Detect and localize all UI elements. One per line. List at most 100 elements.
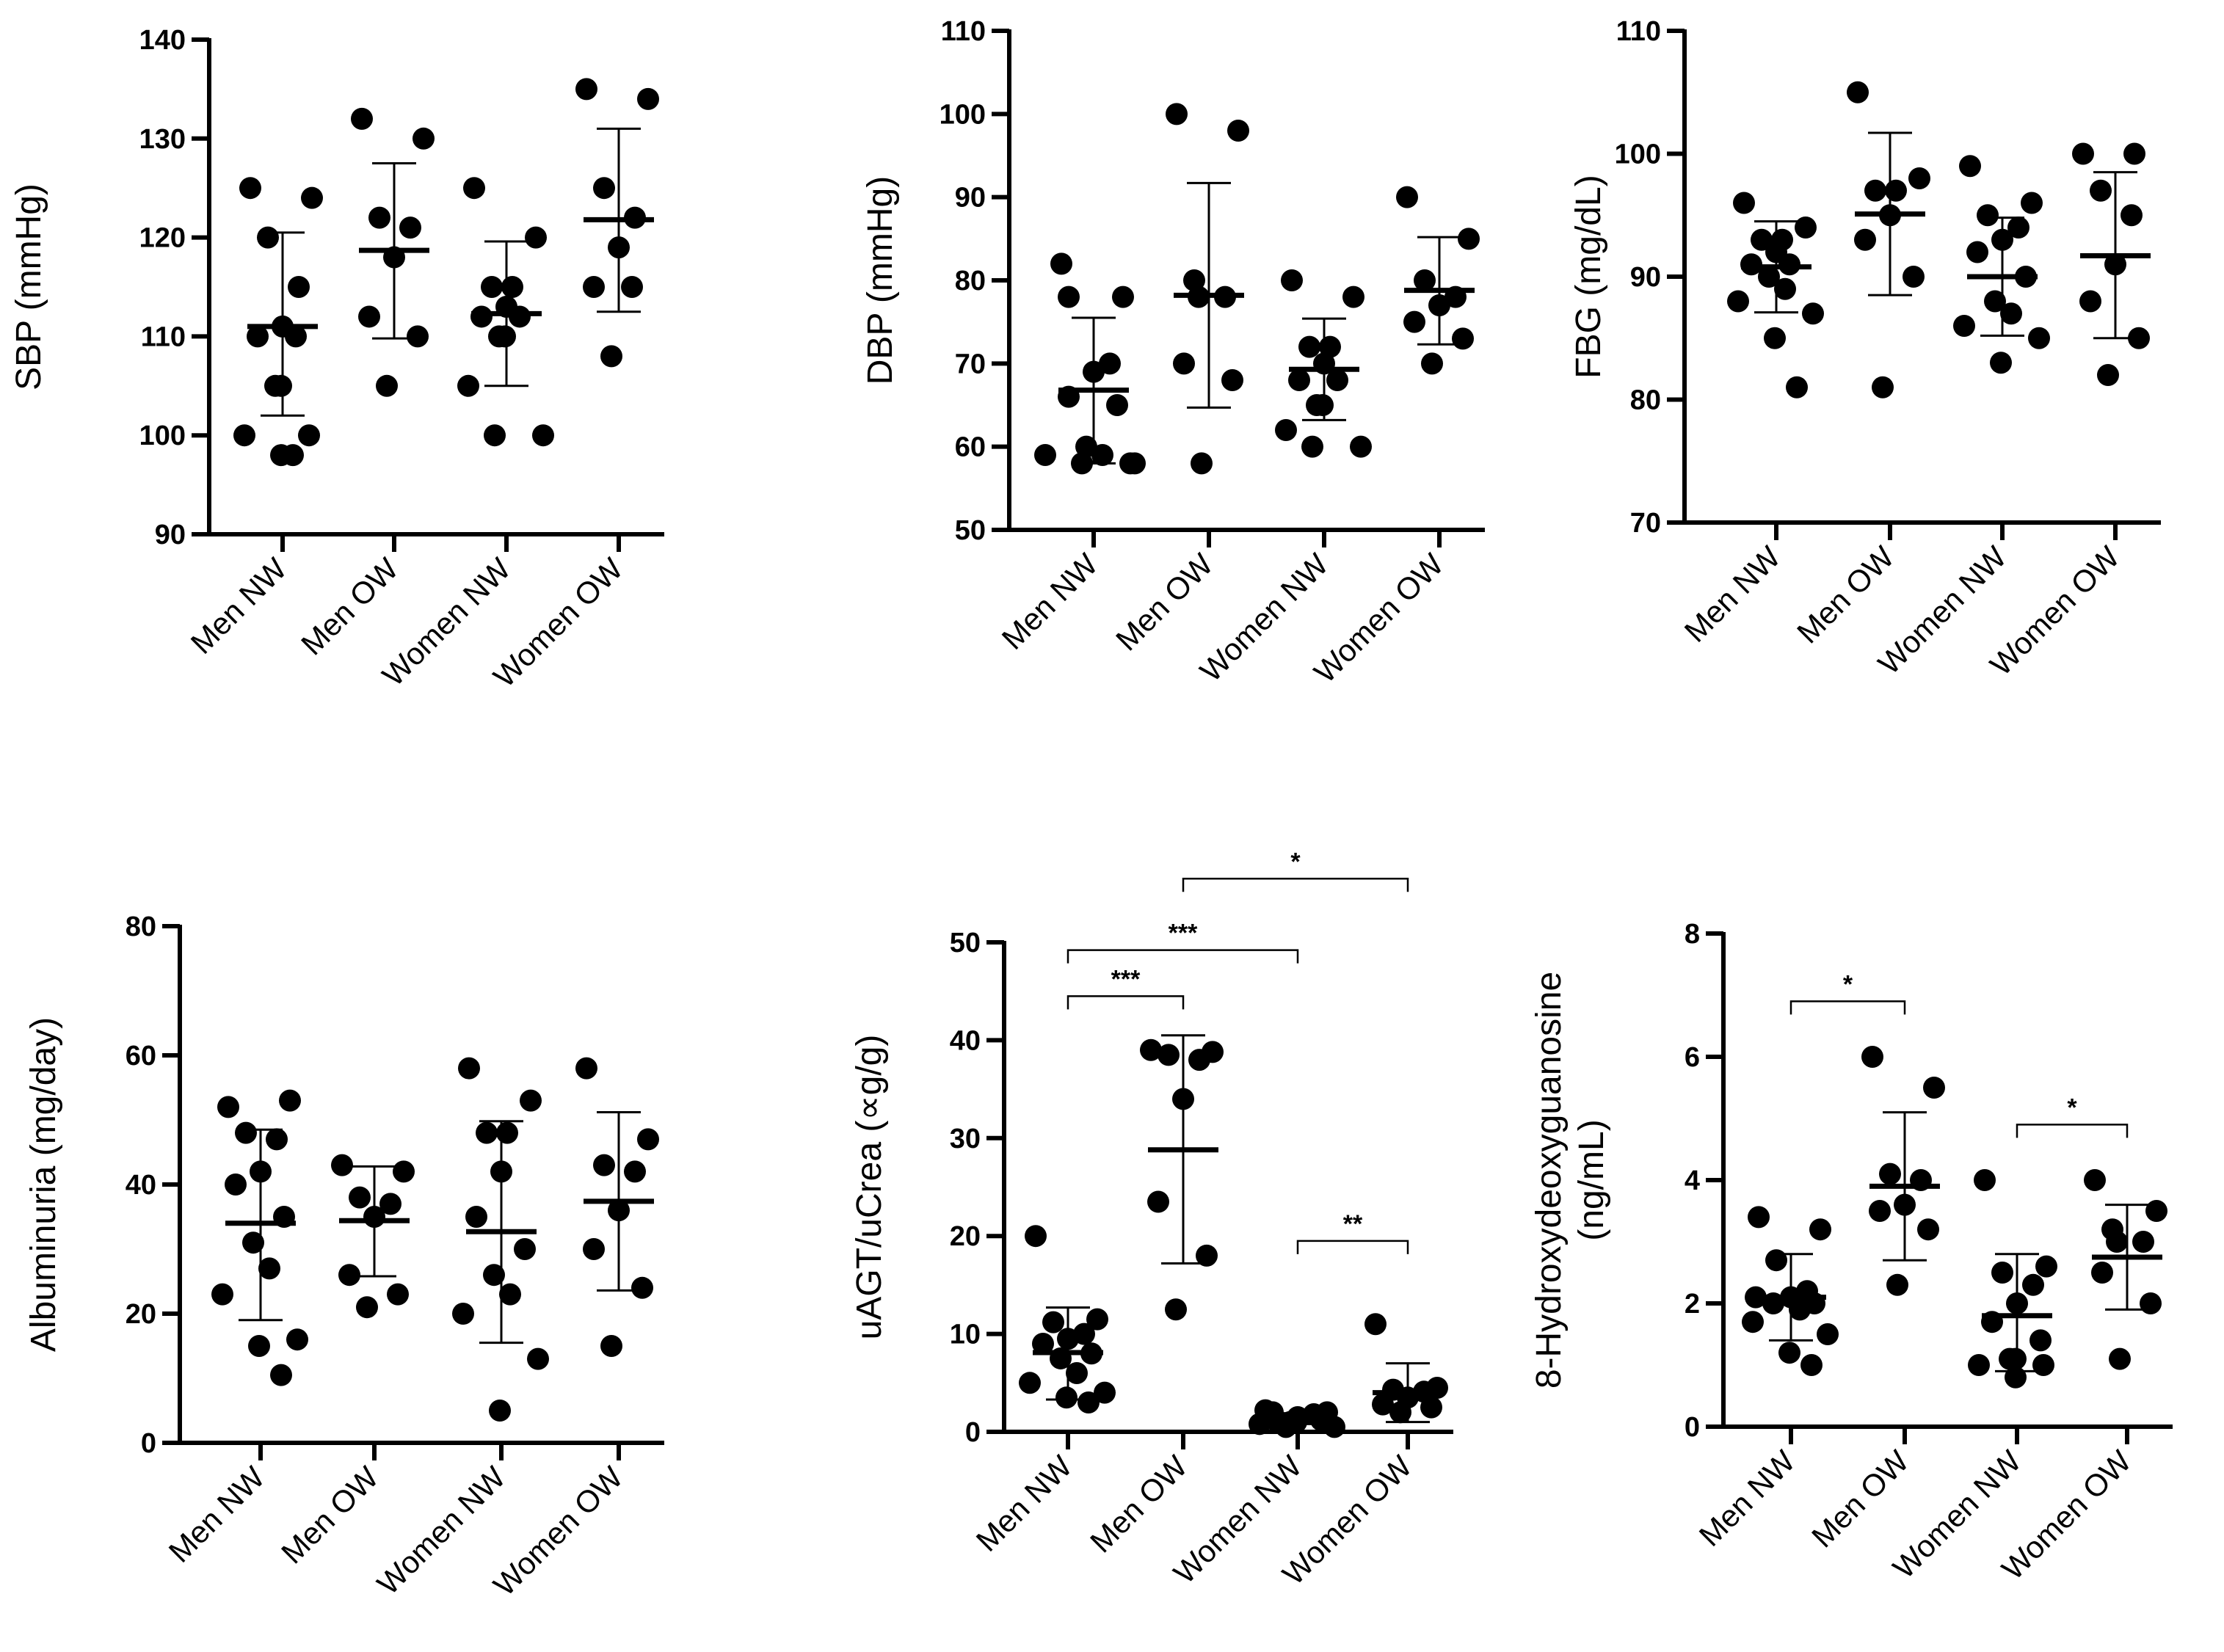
data-point (1727, 290, 1749, 313)
data-point (476, 1121, 498, 1144)
data-point (1281, 269, 1303, 291)
x-category-label: Men NW (970, 1449, 1079, 1558)
data-point (270, 374, 292, 397)
data-point (2097, 364, 2119, 386)
data-point (235, 1121, 257, 1144)
data-point (1342, 285, 1364, 308)
y-tick-label: 70 (1630, 508, 1661, 539)
data-point (463, 177, 485, 200)
data-point (484, 424, 506, 447)
data-point (2128, 327, 2150, 349)
data-point (499, 1283, 521, 1306)
data-point (1221, 369, 1243, 391)
data-point (1903, 266, 1925, 288)
data-point (621, 276, 643, 298)
data-point (509, 305, 531, 328)
data-point (1094, 1381, 1116, 1404)
data-point (1861, 1046, 1883, 1068)
data-point (2145, 1200, 2167, 1222)
data-point (1191, 452, 1213, 475)
y-tick-label: 40 (126, 1170, 156, 1201)
data-point (1764, 327, 1786, 349)
y-tick-label: 80 (1630, 385, 1661, 416)
data-point (399, 216, 421, 239)
significance-bracket (1066, 949, 1299, 964)
data-point (593, 1154, 615, 1176)
data-point (1389, 1401, 1411, 1424)
data-point (393, 1160, 415, 1183)
data-point (593, 177, 615, 200)
data-point (1364, 1313, 1387, 1336)
data-point (631, 1276, 653, 1299)
data-point (1050, 252, 1072, 275)
data-point (349, 1186, 371, 1209)
data-point (496, 1121, 518, 1144)
significance-label: *** (1169, 920, 1198, 947)
data-point (1183, 269, 1205, 291)
data-point (1864, 179, 1886, 202)
data-point (2035, 1255, 2057, 1278)
data-point (301, 186, 323, 209)
data-point (407, 325, 429, 348)
y-tick-label: 70 (955, 349, 986, 379)
data-point (1414, 269, 1436, 291)
data-point (465, 1206, 487, 1228)
data-point (1055, 1386, 1078, 1409)
data-point (2032, 1354, 2054, 1376)
data-point (501, 276, 523, 298)
data-point (2072, 142, 2094, 165)
y-tick-label: 60 (126, 1041, 156, 1071)
data-point (225, 1173, 247, 1196)
y-tick-label: 110 (1616, 16, 1661, 47)
y-tick-label: 100 (139, 421, 186, 451)
y-tick-label: 10 (950, 1320, 981, 1350)
data-point (637, 87, 659, 110)
y-axis-label: (ng/mL) (1572, 1119, 1611, 1240)
data-point (356, 1296, 378, 1319)
data-point (1298, 335, 1320, 358)
y-tick-label: 90 (1630, 262, 1661, 293)
data-point (1312, 394, 1334, 416)
data-point (1249, 1413, 1271, 1436)
data-point (452, 1303, 474, 1325)
data-point (1923, 1077, 1945, 1099)
data-point (1066, 1361, 1088, 1384)
data-point (233, 424, 255, 447)
data-point (1420, 1396, 1442, 1419)
data-point (1872, 376, 1894, 399)
data-point (266, 1128, 288, 1151)
y-tick-label: 110 (141, 321, 186, 352)
significance-label: * (1290, 848, 1301, 876)
data-point (217, 1096, 239, 1118)
y-axis-label: Albuminuria (mg/day) (24, 1017, 63, 1352)
data-point (1959, 155, 1981, 178)
data-point (1227, 120, 1249, 142)
data-point (470, 305, 493, 328)
data-point (1917, 1218, 1939, 1241)
data-point (286, 1328, 308, 1351)
y-tick-label: 50 (955, 515, 986, 546)
data-point (1966, 241, 1988, 263)
data-point (483, 1264, 505, 1287)
data-point (1188, 1049, 1210, 1071)
x-category-label: Men OW (1805, 1444, 1916, 1554)
y-tick-label: 90 (955, 183, 986, 214)
data-point (1800, 1354, 1823, 1376)
data-point (532, 424, 554, 447)
data-point (1025, 1225, 1047, 1248)
data-point (624, 1160, 646, 1183)
data-point (2109, 1347, 2131, 1370)
data-point (1742, 1311, 1764, 1333)
data-point (1886, 1273, 1908, 1296)
data-point (1885, 179, 1907, 202)
y-tick-label: 80 (955, 266, 986, 296)
data-point (239, 177, 261, 200)
data-point (331, 1154, 353, 1176)
data-point (494, 325, 516, 348)
data-point (1196, 1244, 1218, 1267)
data-point (1403, 310, 1425, 333)
data-point (2007, 216, 2029, 239)
y-tick-label: 20 (126, 1299, 156, 1330)
data-point (1158, 1044, 1180, 1066)
